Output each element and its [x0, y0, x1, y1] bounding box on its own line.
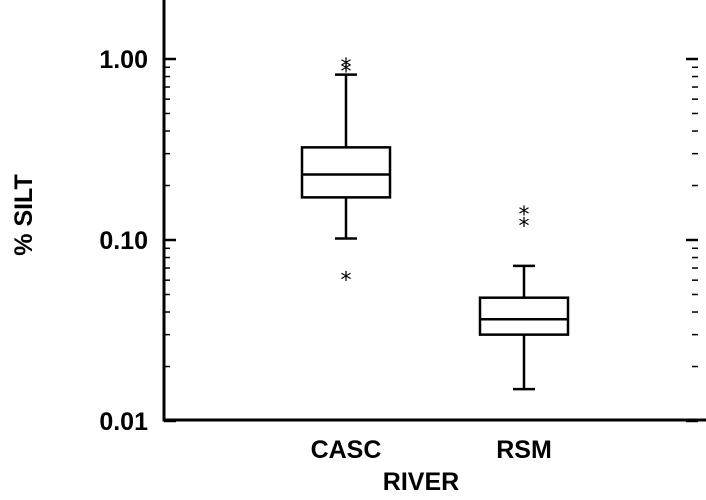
outlier-point: * — [517, 214, 530, 239]
y-axis-ticks — [164, 57, 698, 423]
y-axis-tick-labels: 0.01 0.10 1.00 — [99, 46, 148, 436]
box-iqr — [300, 146, 392, 199]
plot-border — [162, 0, 706, 422]
plot-frame — [162, 0, 706, 422]
outlier-point: * — [517, 203, 530, 228]
outlier-point: * — [339, 268, 352, 293]
y-tick-label: 1.00 — [99, 46, 148, 74]
x-axis-title: RIVER — [383, 468, 459, 496]
box-casc: *** — [300, 55, 392, 293]
x-tick-label: CASC — [311, 436, 382, 464]
outlier-point: * — [339, 55, 352, 80]
outlier-point: * — [339, 60, 352, 85]
y-tick-label: 0.01 — [99, 408, 148, 436]
box-iqr — [478, 296, 570, 336]
box-series: ***** — [300, 55, 570, 391]
x-axis-tick-labels: CASC RSM — [311, 436, 552, 464]
y-tick-label: 0.10 — [99, 227, 148, 255]
x-tick-label: RSM — [496, 436, 552, 464]
y-axis-title: % SILT — [10, 174, 38, 255]
box-rsm: ** — [478, 203, 570, 391]
